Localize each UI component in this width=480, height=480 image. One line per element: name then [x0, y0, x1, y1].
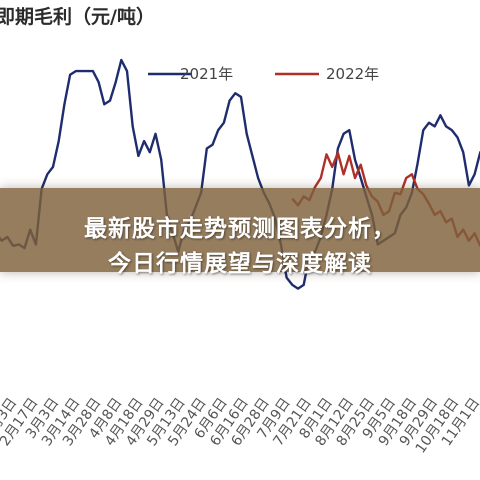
x-axis-tick-labels: 1月19日2月3日2月17日3月3日3月14日3月28日4月8日4月18日4月2… — [0, 395, 480, 456]
chart-title: 即期毛利（元/吨） — [0, 6, 155, 28]
chart-legend: 2021年 2022年 — [148, 65, 379, 83]
legend-label-1: 2021年 — [180, 65, 233, 83]
headline-banner — [0, 188, 480, 272]
headline-line-2: 今日行情展望与深度解读 — [108, 251, 372, 277]
headline-line-1: 最新股市走势预测图表分析， — [84, 216, 396, 242]
legend-label-2: 2022年 — [326, 65, 379, 83]
